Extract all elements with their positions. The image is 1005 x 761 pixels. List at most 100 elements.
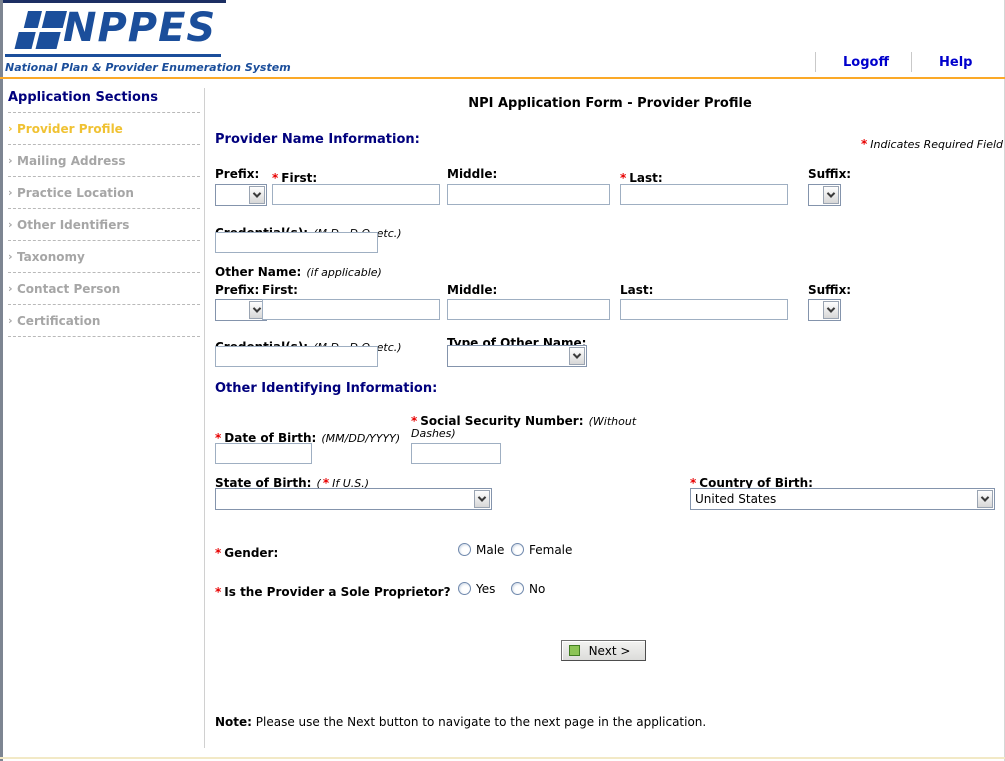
gender-label: * Gender: xyxy=(215,546,279,560)
chevron-right-icon: › xyxy=(8,250,13,263)
other-last-input[interactable] xyxy=(620,299,788,320)
sidebar-item-label: Contact Person xyxy=(17,282,121,296)
header-rule xyxy=(0,77,1005,79)
sidebar-item-taxonomy[interactable]: › Taxonomy xyxy=(8,241,200,273)
middle-name-input[interactable] xyxy=(447,184,610,205)
sidebar: Application Sections › Provider Profile … xyxy=(8,88,200,337)
sole-proprietor-no-radio[interactable] xyxy=(511,582,524,595)
left-border xyxy=(0,0,3,761)
sidebar-item-contact-person[interactable]: › Contact Person xyxy=(8,273,200,305)
chevron-right-icon: › xyxy=(8,154,13,167)
logo-tagline: National Plan & Provider Enumeration Sys… xyxy=(5,61,291,74)
sole-proprietor-yes-radio[interactable] xyxy=(458,582,471,595)
gender-female-label: Female xyxy=(529,543,573,557)
bottom-rule xyxy=(0,757,1005,759)
sidebar-item-label: Practice Location xyxy=(17,186,134,200)
sidebar-title: Application Sections xyxy=(8,88,200,113)
header-divider xyxy=(911,52,912,72)
chevron-right-icon: › xyxy=(8,282,13,295)
nppes-logo-icon xyxy=(6,11,67,51)
sidebar-item-label: Other Identifiers xyxy=(17,218,130,232)
chevron-right-icon: › xyxy=(8,314,13,327)
sidebar-divider xyxy=(204,88,205,748)
chevron-right-icon: › xyxy=(8,186,13,199)
other-suffix-label: Suffix: xyxy=(808,283,852,297)
top-border xyxy=(0,0,226,3)
country-of-birth-select[interactable]: United States xyxy=(690,488,995,510)
required-asterisk: * xyxy=(322,476,330,490)
type-of-other-name-select[interactable] xyxy=(447,345,587,367)
sidebar-item-label: Certification xyxy=(17,314,101,328)
green-square-icon xyxy=(569,645,580,656)
ssn-label-line2: Dashes) xyxy=(411,427,456,440)
nppes-logo: NPPES National Plan & Provider Enumerati… xyxy=(3,3,291,76)
page-title: NPI Application Form - Provider Profile xyxy=(468,96,752,111)
navigation-note: Note: Please use the Next button to navi… xyxy=(215,715,707,729)
required-asterisk: * xyxy=(215,585,222,599)
sidebar-item-mailing-address[interactable]: › Mailing Address xyxy=(8,145,200,177)
sidebar-item-label: Provider Profile xyxy=(17,122,123,136)
other-credential-input[interactable] xyxy=(215,346,378,367)
chevron-down-icon[interactable] xyxy=(474,490,490,508)
other-prefix-label: Prefix: xyxy=(215,283,260,297)
chevron-down-icon[interactable] xyxy=(823,186,839,204)
required-asterisk: * xyxy=(215,546,222,560)
sole-proprietor-no-label: No xyxy=(529,582,546,596)
required-asterisk: * xyxy=(272,171,279,185)
chevron-down-icon[interactable] xyxy=(249,186,265,204)
required-asterisk: * xyxy=(620,171,627,185)
last-name-input[interactable] xyxy=(620,184,788,205)
state-of-birth-label: State of Birth: (* If U.S.) xyxy=(215,476,370,490)
gender-female-radio[interactable] xyxy=(511,543,524,556)
dob-label: * Date of Birth: (MM/DD/YYYY) xyxy=(215,431,401,445)
other-last-label: Last: xyxy=(620,283,654,297)
gender-male-label: Male xyxy=(476,543,505,557)
required-field-legend: * Indicates Required Field xyxy=(860,137,1003,151)
middle-name-label: Middle: xyxy=(447,167,498,181)
first-name-label: * First: xyxy=(272,171,318,185)
logo-underline xyxy=(5,54,221,57)
other-name-heading: Other Name: (if applicable) xyxy=(215,265,382,279)
ssn-input[interactable] xyxy=(411,443,501,464)
chevron-down-icon[interactable] xyxy=(823,301,839,319)
prefix-select[interactable] xyxy=(215,184,267,206)
sidebar-item-provider-profile[interactable]: › Provider Profile xyxy=(8,113,200,145)
chevron-down-icon[interactable] xyxy=(569,347,585,365)
help-link[interactable]: Help xyxy=(939,55,973,70)
next-button-label: Next > xyxy=(588,643,631,658)
sole-proprietor-yes-label: Yes xyxy=(476,582,496,596)
other-prefix-select[interactable] xyxy=(215,299,267,321)
suffix-select[interactable] xyxy=(808,184,841,206)
chevron-right-icon: › xyxy=(8,218,13,231)
other-suffix-select[interactable] xyxy=(808,299,841,321)
header-divider xyxy=(815,52,816,72)
next-button[interactable]: Next > xyxy=(561,640,646,661)
sidebar-item-label: Taxonomy xyxy=(17,250,85,264)
first-name-input[interactable] xyxy=(272,184,440,205)
prefix-label: Prefix: xyxy=(215,167,260,181)
chevron-right-icon: › xyxy=(8,122,13,135)
required-asterisk: * xyxy=(690,476,697,490)
other-identifying-heading: Other Identifying Information: xyxy=(215,381,438,396)
sidebar-item-certification[interactable]: › Certification xyxy=(8,305,200,337)
other-middle-label: Middle: xyxy=(447,283,498,297)
other-first-label: First: xyxy=(262,283,298,297)
sidebar-item-practice-location[interactable]: › Practice Location xyxy=(8,177,200,209)
logoff-link[interactable]: Logoff xyxy=(843,55,889,70)
gender-male-radio[interactable] xyxy=(458,543,471,556)
sole-proprietor-label: * Is the Provider a Sole Proprietor? xyxy=(215,585,451,599)
other-middle-input[interactable] xyxy=(447,299,610,320)
other-first-input[interactable] xyxy=(262,299,440,320)
required-asterisk: * xyxy=(860,137,868,151)
chevron-down-icon[interactable] xyxy=(977,490,993,508)
dob-input[interactable] xyxy=(215,443,312,464)
required-asterisk: * xyxy=(215,431,222,445)
state-of-birth-select[interactable] xyxy=(215,488,492,510)
provider-name-heading: Provider Name Information: xyxy=(215,132,420,147)
logo-text: NPPES xyxy=(63,5,217,51)
credential-input[interactable] xyxy=(215,232,378,253)
sidebar-item-label: Mailing Address xyxy=(17,154,126,168)
suffix-label: Suffix: xyxy=(808,167,852,181)
sidebar-item-other-identifiers[interactable]: › Other Identifiers xyxy=(8,209,200,241)
